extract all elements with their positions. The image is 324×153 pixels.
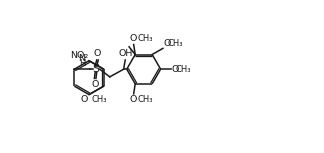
Text: O: O <box>130 95 137 104</box>
Text: S: S <box>92 64 99 74</box>
Text: N: N <box>79 54 86 63</box>
Text: NO₂: NO₂ <box>70 50 88 60</box>
Text: O: O <box>130 34 137 43</box>
Text: O: O <box>171 65 179 74</box>
Text: H: H <box>79 59 85 68</box>
Text: CH₃: CH₃ <box>175 65 191 74</box>
Text: CH₃: CH₃ <box>91 95 107 104</box>
Text: OH: OH <box>118 49 133 58</box>
Text: O: O <box>91 80 99 89</box>
Text: O: O <box>81 95 88 104</box>
Text: O: O <box>93 49 100 58</box>
Text: CH₃: CH₃ <box>137 34 153 43</box>
Text: CH₃: CH₃ <box>168 39 183 48</box>
Text: CH₃: CH₃ <box>137 95 153 104</box>
Text: O: O <box>164 39 171 48</box>
